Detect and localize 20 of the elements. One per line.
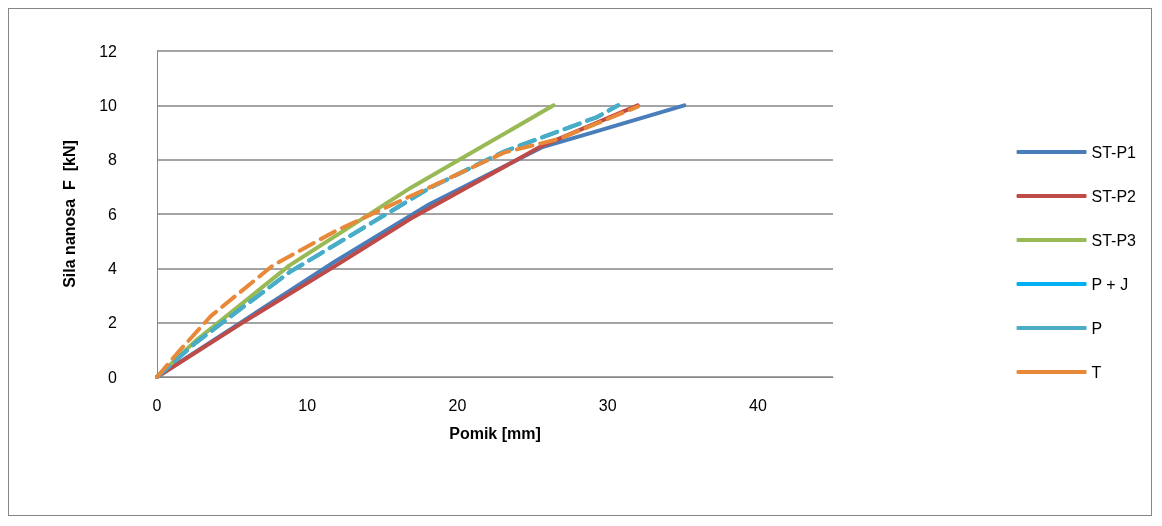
- y-tick-label: 8: [108, 151, 118, 169]
- y-tick-label: 2: [108, 314, 118, 332]
- legend-label: P: [1091, 319, 1103, 337]
- x-tick-label: 0: [152, 396, 162, 414]
- x-tick-label: 30: [598, 396, 617, 414]
- x-tick-label: 40: [748, 396, 767, 414]
- y-tick-label: 6: [108, 205, 118, 223]
- x-tick-label: 20: [448, 396, 467, 414]
- legend-label: ST-P2: [1091, 187, 1137, 205]
- y-tick-label: 12: [99, 42, 118, 60]
- legend-label: P + J: [1091, 275, 1129, 293]
- y-axis-title: Sila nanosa F [kN]: [60, 140, 78, 288]
- legend-label: ST-P1: [1091, 143, 1137, 161]
- x-axis-title: Pomik [mm]: [449, 424, 541, 442]
- legend-label: T: [1091, 363, 1102, 381]
- legend-label: ST-P3: [1091, 231, 1137, 249]
- y-tick-label: 4: [108, 259, 118, 277]
- y-tick-label: 0: [108, 368, 118, 386]
- x-tick-label: 10: [298, 396, 317, 414]
- y-tick-label: 10: [99, 96, 118, 114]
